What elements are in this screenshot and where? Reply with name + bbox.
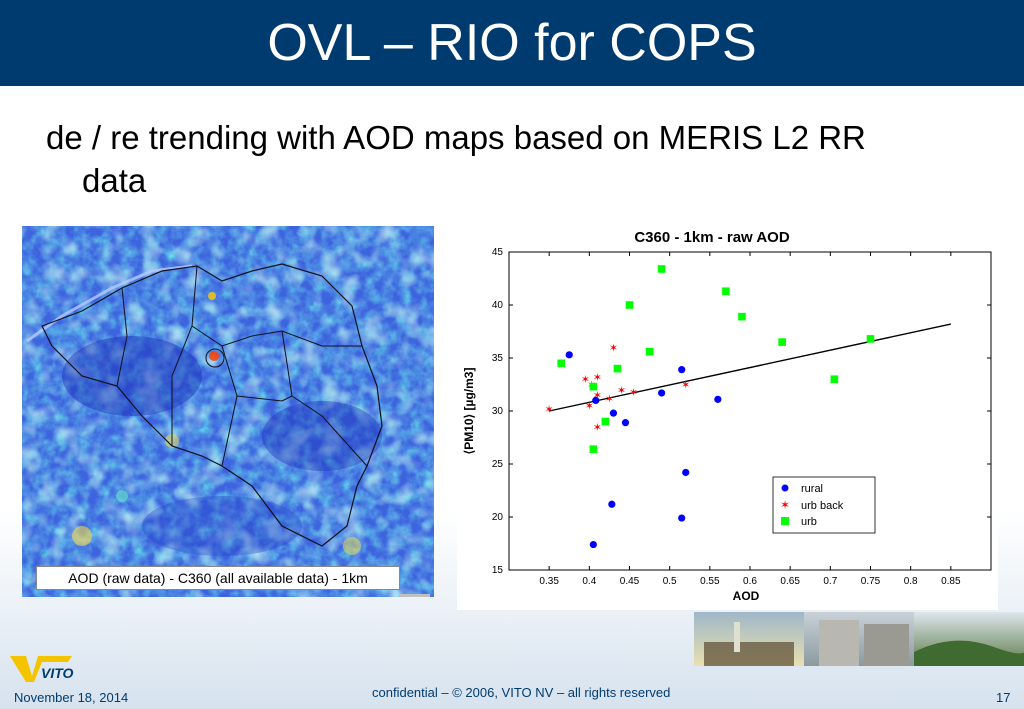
x-tick-label: 0.7 — [823, 576, 837, 587]
x-tick-label: 0.35 — [539, 576, 559, 587]
point-urb-back: ✶ — [585, 401, 594, 413]
point-rural — [682, 468, 690, 477]
x-axis-label: AOD — [733, 589, 760, 603]
x-tick-label: 0.85 — [941, 576, 961, 587]
aod-map-svg — [22, 226, 434, 597]
x-tick-label: 0.65 — [780, 576, 800, 587]
point-rural — [678, 366, 686, 374]
legend-label-urb-back: urb back — [801, 500, 844, 512]
axis-ticks: 0.35 0.4 0.45 0.5 0.55 0.6 0.65 0.7 0.75 0.8 0.85 1… — [492, 247, 991, 587]
point-urb-back: ✶ — [593, 390, 602, 402]
point-urb — [778, 338, 786, 346]
point-rural — [621, 419, 630, 427]
point-urb — [722, 287, 730, 296]
svg-text:VITO: VITO — [41, 665, 74, 681]
point-rural — [565, 351, 573, 359]
y-tick-label: 15 — [492, 565, 504, 576]
points-group: ✶✶✶✶✶✶✶✶✶✶✶✶ — [545, 265, 875, 549]
y-tick-label: 20 — [492, 512, 504, 523]
bullet-text-line1: de / re trending with AOD maps based on … — [46, 119, 866, 156]
legend: rural ✶ urb back urb — [772, 476, 876, 534]
point-urb — [830, 375, 839, 383]
title-bar: OVL – RIO for COPS — [0, 0, 1024, 86]
x-tick-label: 0.4 — [582, 576, 596, 587]
map-caption: AOD (raw data) - C360 (all available dat… — [36, 566, 400, 590]
legend-marker-urb-back: ✶ — [780, 498, 790, 512]
x-tick-label: 0.5 — [663, 576, 677, 587]
point-urb-back: ✶ — [681, 380, 690, 392]
y-tick-label: 35 — [492, 353, 504, 364]
scatter-chart: C360 - 1km - raw AOD 0.35 0.4 0.45 0.5 0.55 0… — [457, 222, 998, 610]
point-urb-back: ✶ — [617, 385, 626, 397]
point-urb-back: ✶ — [593, 422, 602, 434]
y-tick-label: 40 — [492, 300, 504, 311]
trend-line — [549, 323, 951, 412]
x-tick-label: 0.75 — [861, 576, 881, 587]
trend-line-group — [549, 323, 951, 412]
point-urb-back: ✶ — [545, 404, 554, 416]
point-urb-back: ✶ — [581, 374, 590, 386]
point-urb — [557, 359, 566, 368]
point-urb-back: ✶ — [593, 372, 602, 384]
point-urb — [645, 347, 654, 356]
scatter-chart-svg: C360 - 1km - raw AOD 0.35 0.4 0.45 0.5 0.55 0… — [462, 229, 992, 603]
footer-date: November 18, 2014 — [14, 690, 129, 705]
point-urb — [601, 417, 610, 426]
point-urb — [589, 382, 598, 391]
point-urb-back: ✶ — [605, 393, 614, 405]
legend-label-rural: rural — [801, 483, 823, 495]
y-tick-label: 30 — [492, 406, 504, 417]
photo-strip — [694, 612, 1024, 666]
x-tick-label: 0.8 — [904, 576, 918, 587]
point-urb — [738, 312, 746, 321]
legend-box — [772, 476, 876, 534]
point-rural — [609, 409, 618, 417]
point-rural — [714, 395, 722, 403]
point-urb — [866, 335, 875, 343]
point-urb — [589, 445, 598, 453]
point-rural — [658, 389, 666, 397]
bullet-text-line2: data — [82, 162, 147, 199]
x-tick-label: 0.45 — [620, 576, 640, 587]
legend-label-urb: urb — [801, 516, 817, 528]
point-urb — [657, 265, 666, 273]
slide-title: OVL – RIO for COPS — [267, 14, 757, 72]
legend-marker-rural — [781, 484, 789, 492]
point-urb-back: ✶ — [629, 387, 638, 399]
point-urb-back: ✶ — [609, 342, 618, 354]
point-rural — [592, 396, 600, 404]
x-tick-label: 0.55 — [700, 576, 720, 587]
legend-marker-urb — [781, 517, 789, 525]
point-rural — [589, 540, 597, 549]
point-rural — [608, 500, 616, 508]
page-number: 17 — [996, 690, 1011, 705]
chart-title: C360 - 1km - raw AOD — [634, 229, 789, 246]
point-urb — [625, 301, 634, 309]
footer-confidential: confidential – © 2006, VITO NV – all rig… — [372, 685, 671, 700]
plot-frame — [508, 251, 992, 571]
aod-map-image — [22, 226, 434, 597]
x-tick-label: 0.6 — [743, 576, 757, 587]
point-rural — [678, 514, 686, 522]
vito-logo: VITO — [8, 650, 76, 684]
y-tick-label: 25 — [492, 459, 504, 470]
y-axis-label: ⟨PM10⟩ [µg/m3] — [462, 368, 476, 455]
y-tick-label: 45 — [492, 247, 504, 258]
point-urb — [613, 364, 622, 373]
